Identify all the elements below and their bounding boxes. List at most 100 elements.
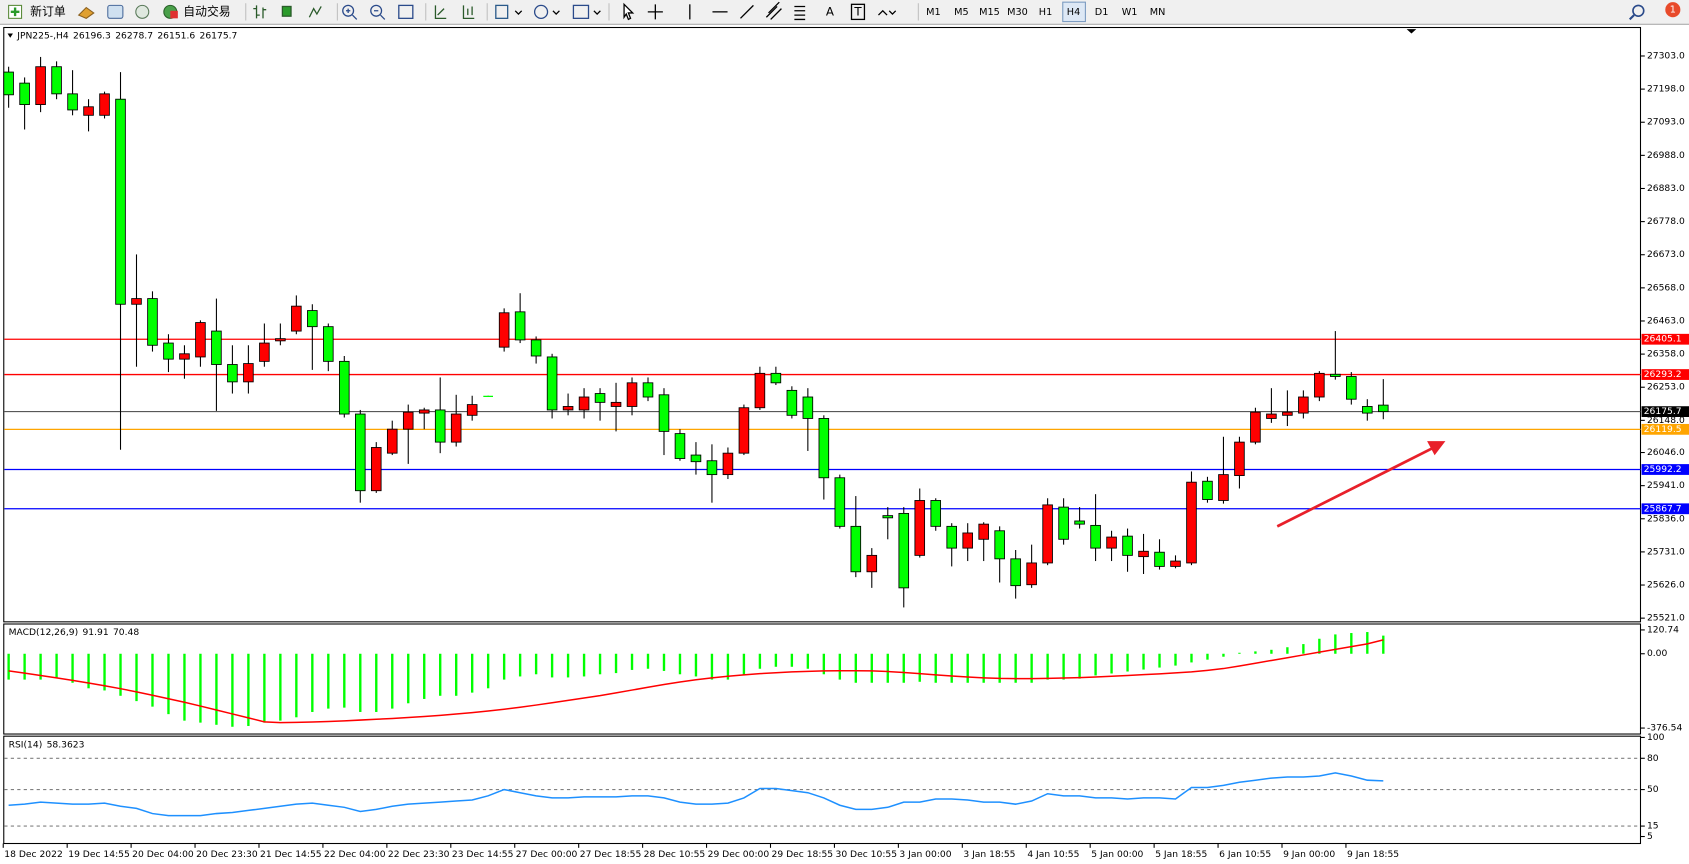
signal-line bbox=[8, 639, 1384, 724]
timeframe-button[interactable]: M1 bbox=[926, 7, 941, 18]
candle-body bbox=[802, 396, 814, 419]
icon[interactable] bbox=[308, 6, 322, 18]
menu-marker bbox=[7, 33, 13, 38]
shift-marker bbox=[1406, 29, 1417, 34]
icon[interactable] bbox=[374, 10, 386, 20]
candle-body bbox=[418, 409, 430, 414]
macd-bar bbox=[1350, 633, 1353, 654]
macd-bar bbox=[135, 653, 138, 702]
y-tick-label: 5 bbox=[1647, 831, 1653, 842]
icon[interactable] bbox=[398, 4, 414, 19]
candle-body bbox=[1058, 506, 1069, 540]
macd-bar bbox=[55, 653, 58, 678]
icon[interactable] bbox=[462, 5, 475, 19]
candle-body bbox=[626, 382, 638, 407]
candle-body bbox=[674, 433, 686, 459]
icon[interactable] bbox=[107, 4, 124, 19]
new-order-button[interactable]: 新订单 bbox=[8, 4, 66, 19]
candle-body bbox=[466, 404, 478, 416]
candle-body bbox=[307, 310, 318, 328]
candle-body bbox=[722, 452, 734, 476]
macd-bar bbox=[758, 653, 762, 669]
notification-badge[interactable] bbox=[1665, 2, 1681, 18]
search-icon bbox=[1628, 14, 1635, 21]
icon[interactable] bbox=[765, 1, 782, 20]
icon[interactable] bbox=[647, 4, 663, 20]
new-order-label[interactable]: 新订单 bbox=[30, 4, 66, 18]
x-tick-label: 5 Jan 00:00 bbox=[1091, 849, 1143, 860]
y-tick-label: 25836.0 bbox=[1647, 513, 1685, 524]
arrow-shaft bbox=[1276, 445, 1437, 528]
timeframe-button[interactable]: M15 bbox=[979, 7, 1000, 18]
y-tick-label: -376.54 bbox=[1647, 723, 1683, 734]
macd-bar bbox=[199, 653, 202, 723]
macd-bar bbox=[678, 653, 682, 675]
icon[interactable] bbox=[434, 5, 447, 19]
candle-body bbox=[35, 66, 46, 106]
x-tick-label: 6 Jan 10:55 bbox=[1219, 849, 1271, 860]
x-tick-label: 23 Dec 14:55 bbox=[452, 849, 514, 860]
candle-body bbox=[690, 454, 702, 463]
icon[interactable] bbox=[623, 2, 635, 21]
icon[interactable] bbox=[370, 4, 383, 17]
icon[interactable] bbox=[850, 3, 866, 21]
macd-bar bbox=[39, 653, 42, 680]
header-title: JPN225-,H4 bbox=[16, 30, 69, 41]
macd-bar bbox=[455, 653, 458, 696]
macd-bar bbox=[918, 653, 921, 682]
icon[interactable] bbox=[281, 5, 292, 17]
auto-trading-label[interactable]: 自动交易 bbox=[183, 4, 230, 18]
x-tick-label: 27 Dec 18:55 bbox=[580, 849, 642, 860]
icon[interactable] bbox=[794, 5, 806, 21]
timeframe-button[interactable]: D1 bbox=[1095, 7, 1109, 18]
timeframe-button[interactable]: M5 bbox=[954, 7, 969, 18]
macd-bar bbox=[870, 653, 873, 683]
timeframe-button[interactable]: M30 bbox=[1007, 7, 1028, 18]
timeframe-button[interactable]: MN bbox=[1150, 7, 1166, 18]
icon bbox=[10, 7, 20, 17]
icon[interactable] bbox=[533, 4, 549, 19]
candle-body bbox=[1234, 441, 1245, 476]
y-tick-label: 26883.0 bbox=[1647, 183, 1685, 194]
macd-bar bbox=[598, 653, 602, 675]
search-icon[interactable] bbox=[1632, 4, 1645, 17]
icon[interactable] bbox=[877, 9, 897, 16]
line-label: 26119.5 bbox=[1644, 424, 1682, 435]
text-tool[interactable]: A bbox=[826, 4, 835, 18]
candle-body bbox=[1346, 376, 1357, 400]
candle-body bbox=[562, 406, 574, 411]
timeframe-button[interactable]: H1 bbox=[1039, 7, 1052, 18]
icon[interactable] bbox=[495, 4, 509, 19]
icon[interactable] bbox=[345, 8, 358, 20]
macd-bar bbox=[375, 653, 378, 712]
macd-bar bbox=[1270, 649, 1273, 654]
icon[interactable] bbox=[514, 10, 523, 15]
macd-bar bbox=[215, 653, 218, 725]
macd-bar bbox=[183, 653, 186, 721]
macd-bar bbox=[486, 653, 490, 689]
candle-body bbox=[1330, 373, 1341, 377]
icon[interactable] bbox=[740, 4, 754, 19]
icon[interactable] bbox=[593, 10, 601, 15]
candle-body bbox=[1218, 474, 1229, 501]
y-tick-label: 0.00 bbox=[1647, 648, 1668, 659]
label-tool[interactable]: T bbox=[853, 4, 862, 18]
timeframe-button[interactable]: H4 bbox=[1067, 7, 1080, 18]
candle-body bbox=[227, 364, 238, 383]
icon[interactable] bbox=[253, 5, 267, 19]
icon[interactable] bbox=[342, 4, 355, 17]
icon[interactable] bbox=[135, 4, 150, 19]
icon[interactable] bbox=[77, 6, 95, 19]
icon[interactable] bbox=[552, 10, 560, 15]
y-tick-label: 26358.0 bbox=[1647, 349, 1685, 360]
icon[interactable] bbox=[572, 4, 590, 19]
macd-bar bbox=[71, 653, 74, 683]
candle-body bbox=[530, 339, 542, 357]
candle-body bbox=[1202, 480, 1213, 500]
macd-bar bbox=[1046, 653, 1049, 680]
auto-trading-button[interactable]: 自动交易 bbox=[163, 4, 231, 19]
candle-body bbox=[834, 477, 846, 527]
x-tick-label: 19 Dec 14:55 bbox=[68, 849, 130, 860]
notification-count[interactable]: 1 bbox=[1670, 5, 1676, 16]
timeframe-button[interactable]: W1 bbox=[1122, 7, 1138, 18]
